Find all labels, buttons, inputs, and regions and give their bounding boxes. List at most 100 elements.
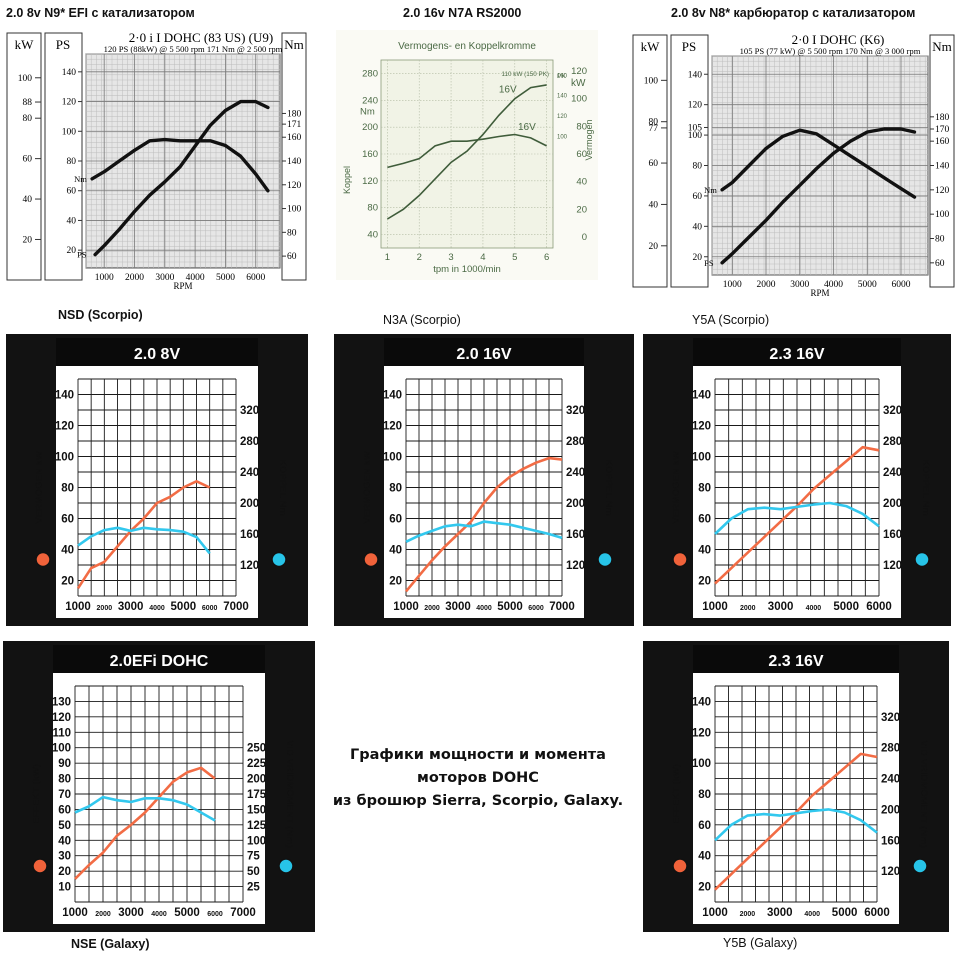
power-curve [93, 99, 270, 257]
kw-unit: kW [641, 39, 661, 54]
series-label: 16V [518, 122, 536, 133]
chart-title: 2.0 8V [134, 346, 181, 363]
left-tick-label: 90 [58, 758, 71, 770]
x-tick-label: 6000 [892, 280, 911, 290]
ps-tick-label: 140 [688, 70, 703, 80]
title-bar [693, 338, 901, 366]
left-tick-label: 140 [692, 390, 711, 402]
right-tick-label: 50 [247, 866, 260, 878]
right-tick-label: 280 [566, 436, 585, 448]
caption-nsd-scorpio: NSD (Scorpio) [58, 308, 143, 322]
torque-curve [90, 137, 270, 193]
right-unit: kW [571, 78, 586, 89]
right-tick-label: 120 [881, 866, 900, 878]
nm-tick-label: 160 [287, 133, 302, 143]
nm-tick-label: 171 [287, 120, 302, 130]
chart-title: 2·0 I DOHC (K6) [792, 32, 885, 47]
ps-tick-label: 100 [688, 131, 703, 141]
power-legend-dot [35, 551, 51, 568]
summary-line-3: из брошюр Sierra, Scorpio, Galaxy. [332, 793, 624, 809]
left-axis-label: EFFEKT (kW) [671, 764, 682, 824]
x-tick-label: 1000 [702, 907, 728, 919]
left-tick-label: 20 [698, 882, 711, 894]
kw-tick-label: 100 [644, 76, 659, 86]
ps-tick-label: 60 [693, 192, 703, 202]
x-tick-label: 5000 [171, 601, 197, 613]
kw-tick-label: 60 [649, 159, 659, 169]
x-tick-label: 1000 [723, 280, 742, 290]
nm-tick-label: 80 [935, 235, 945, 245]
right-tick-label: 0 [582, 232, 587, 243]
torque-legend-dot [271, 551, 287, 568]
nm-tick-label: 140 [287, 157, 302, 167]
kw-scale-box [632, 34, 668, 288]
right-tick-label: 20 [576, 204, 587, 215]
chart-svg: kW PS Nm 1000 2000 3000 4000 5000 6000 20 40 60 80 10… [632, 32, 955, 297]
x-tick-label: 3000 [155, 273, 174, 283]
caption-n3a-scorpio: N3A (Scorpio) [383, 313, 461, 327]
series-label: Nm [74, 174, 87, 184]
nm-tick-label: 140 [935, 162, 950, 172]
left-tick-label: 20 [389, 576, 402, 588]
ps-tick-label: 40 [693, 222, 703, 232]
x-tick-label: 5000 [497, 601, 523, 613]
left-tick-label: 280 [362, 68, 378, 79]
kw-tick-label: 77 [649, 124, 659, 134]
left-tick-label: 60 [61, 514, 74, 526]
left-tick-label: 140 [383, 390, 402, 402]
chart-subtitle: 120 PS (88kW) @ 5 500 rpm 171 Nm @ 2 500… [104, 44, 283, 54]
pk-unit: PK [557, 73, 566, 80]
right-tick-label: 160 [881, 835, 900, 847]
left-tick-label: 100 [52, 743, 71, 755]
left-tick-label: 40 [389, 545, 402, 557]
title-bar [693, 645, 899, 673]
nm-tick-label: 160 [935, 137, 950, 147]
left-tick-label: 80 [389, 483, 402, 495]
x-tick-label: 2000 [740, 911, 756, 918]
caption-nse-galaxy: NSE (Galaxy) [71, 937, 150, 951]
x-tick-label: 1000 [65, 601, 91, 613]
x-axis-label: tpm in 1000/min [433, 264, 501, 275]
right-tick-label: 320 [566, 405, 585, 417]
caption-n9-efi: 2.0 8v N9* EFI с катализатором [6, 6, 195, 20]
left-tick-label: 40 [58, 835, 71, 847]
x-tick-label: 1000 [702, 601, 728, 613]
x-tick-label: 4000 [806, 605, 822, 612]
left-tick-label: 140 [692, 696, 711, 708]
nm-tick-label: 60 [935, 259, 945, 269]
power-curve [386, 84, 547, 220]
caption-n7a-rs2000: 2.0 16v N7A RS2000 [403, 6, 522, 20]
left-tick-label: 120 [55, 421, 74, 433]
nm-tick-label: 180 [935, 113, 950, 123]
chart-panel-n3a-scorpio: 2.0 16V 1000 2000 3000 4000 5000 6000 7000 20 40 6… [334, 334, 634, 626]
ps-scale-box [44, 32, 83, 281]
x-tick-label: 2000 [125, 273, 144, 283]
nm-tick-label: 170 [935, 125, 950, 135]
ps-tick-label: 120 [688, 101, 703, 111]
chart-title: 2.0EFi DOHC [110, 653, 209, 670]
summary-line-1: Графики мощности и момента [350, 747, 606, 763]
left-tick-label: 10 [58, 882, 71, 894]
nm-unit: Nm [284, 37, 304, 52]
left-tick-label: 80 [698, 483, 711, 495]
x-tick-label: 5000 [858, 280, 877, 290]
chart-panel-nsd-scorpio: 2.0 8V 1000 2000 3000 4000 5000 6000 7000 20 40 60… [6, 334, 308, 626]
power-legend-dot [672, 858, 688, 874]
nm-tick-label: 60 [287, 252, 297, 262]
kw-tick-label: 60 [23, 155, 33, 165]
right-tick-label: 160 [883, 529, 902, 541]
right-tick-label: 200 [240, 498, 259, 510]
left-tick-label: 50 [58, 820, 71, 832]
chart-panel-n8-carb: kW PS Nm 1000 2000 3000 4000 5000 6000 20 40 60 80 10… [630, 29, 956, 297]
left-unit: Nm [360, 106, 375, 117]
right-tick-label: 175 [247, 789, 267, 801]
right-tick-label: 200 [566, 498, 585, 510]
left-tick-label: 200 [362, 122, 378, 133]
x-tick-label: 1000 [95, 273, 114, 283]
right-tick-label: 240 [566, 467, 585, 479]
left-axis-label: VERMOGEN kW [362, 451, 373, 523]
chart-panel-y5b-galaxy: 2.3 16V 1000 2000 3000 4000 5000 6000 20 40 60 80 1… [643, 641, 949, 932]
right-axis-label: Vermogen [584, 119, 594, 160]
left-tick-label: 110 [52, 727, 71, 739]
kw-tick-label: 20 [649, 242, 659, 252]
